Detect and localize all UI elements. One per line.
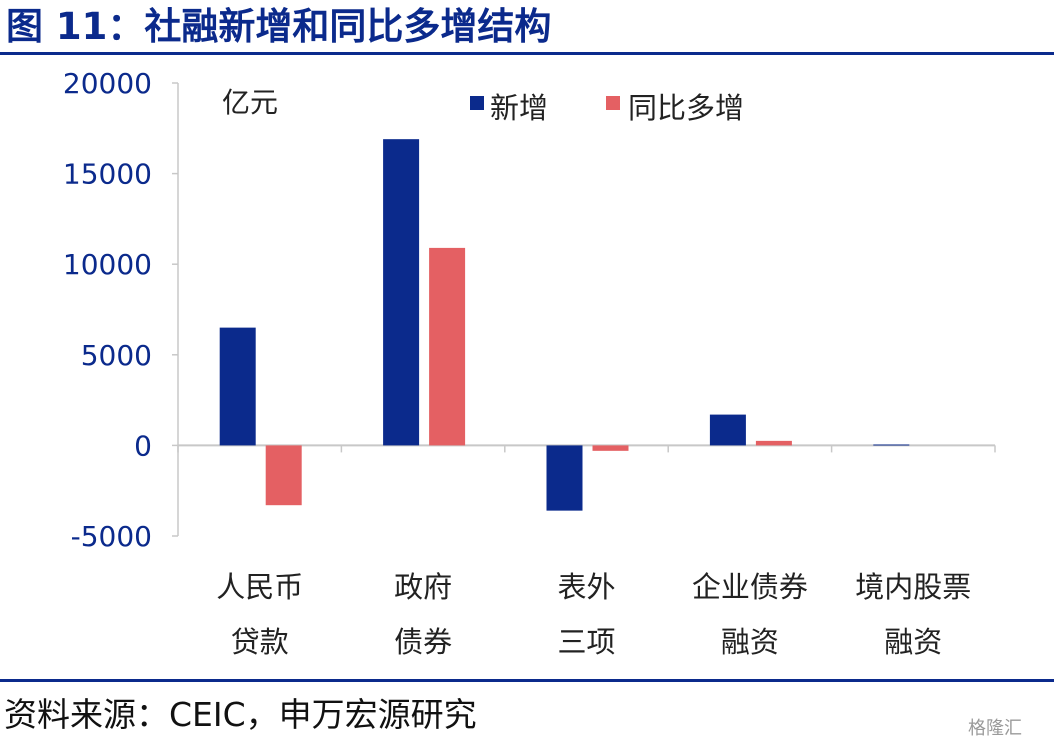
y-tick-label: 15000	[63, 158, 152, 191]
legend-swatch-new	[470, 96, 484, 110]
watermark: 格隆汇	[968, 718, 1022, 739]
bar-new	[546, 445, 583, 511]
bars	[219, 139, 910, 511]
y-tick-label: -5000	[71, 520, 152, 553]
legend-swatch-yoy	[606, 96, 620, 110]
x-category-label: 融资	[884, 625, 942, 659]
x-category-label: 贷款	[231, 625, 289, 659]
x-category-label: 企业债券	[692, 570, 808, 604]
footer-divider	[0, 679, 1054, 682]
bar-new	[709, 414, 746, 446]
chart-title: 图 11：社融新增和同比多增结构	[6, 5, 552, 48]
x-category-label: 债券	[394, 625, 452, 659]
x-category-label: 境内股票	[855, 570, 971, 604]
bar-yoy	[755, 440, 792, 446]
source-note: 资料来源：CEIC，申万宏源研究	[4, 695, 477, 734]
bar-new	[873, 444, 910, 446]
y-tick-label: 5000	[81, 339, 152, 372]
x-category-label: 融资	[721, 625, 779, 659]
bar-yoy	[592, 445, 629, 451]
legend-label-yoy: 同比多增	[628, 91, 744, 125]
y-tick-label: 20000	[63, 67, 152, 100]
bar-yoy	[265, 445, 302, 506]
bar-new	[219, 327, 256, 446]
unit-label: 亿元	[222, 86, 278, 119]
bar-new	[383, 139, 420, 446]
x-category-label: 人民币	[216, 570, 303, 604]
bar-yoy	[429, 247, 466, 446]
y-tick-label: 10000	[63, 248, 152, 281]
title-divider	[0, 52, 1054, 55]
y-tick-label: 0	[134, 429, 152, 462]
legend-label-new: 新增	[490, 91, 548, 125]
x-category-label: 表外	[557, 570, 615, 604]
x-category-label: 政府	[394, 570, 452, 604]
legend: 新增 同比多增	[470, 91, 744, 125]
x-category-label: 三项	[557, 625, 615, 659]
y-axis: -5000 0 5000 10000 15000 20000	[63, 67, 179, 553]
